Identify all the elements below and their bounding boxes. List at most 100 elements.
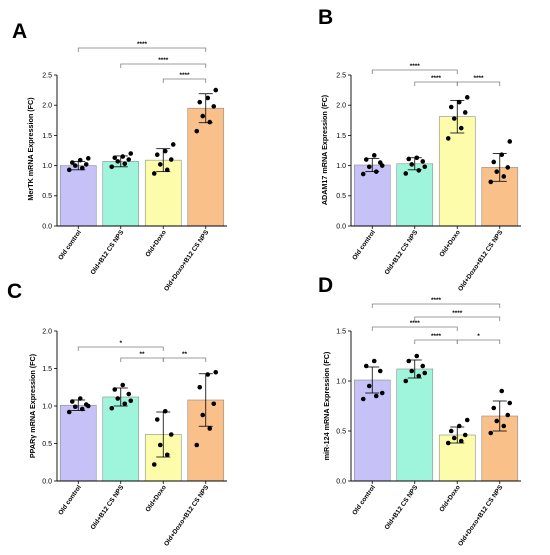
data-point [416, 168, 422, 173]
data-point [194, 442, 200, 448]
data-point [420, 159, 426, 164]
significance-bracket [456, 81, 501, 86]
panel-d-y-axis-title: miR-124 mRNA Expression (FC) [322, 351, 331, 460]
panel-a-y-axis-title: MerTK mRNA Expression (FC) [26, 97, 35, 201]
data-point [379, 163, 385, 168]
bar [438, 116, 476, 227]
data-point [154, 152, 160, 158]
data-point [83, 162, 89, 167]
data-point [120, 382, 126, 388]
data-point [79, 406, 85, 412]
data-point [128, 151, 134, 156]
y-tick-label: 1.5 [336, 133, 346, 140]
data-point [72, 404, 78, 410]
panel-c-letter: C [7, 280, 22, 303]
data-point [164, 167, 170, 173]
data-point [451, 116, 457, 121]
y-tick-label: 2.0 [42, 103, 52, 110]
data-point [458, 438, 464, 444]
data-point [157, 162, 163, 167]
significance-label: ** [139, 351, 145, 358]
data-point [109, 164, 115, 170]
y-tick-label: 1.5 [42, 366, 52, 373]
category-label: Old+Doxo+B12 CS NPS [163, 229, 211, 293]
significance-label: **** [158, 57, 169, 64]
panel-b-letter: B [318, 6, 333, 29]
data-point [456, 423, 462, 429]
data-point [205, 372, 211, 377]
data-point [445, 136, 451, 141]
y-tick-label: 1.0 [42, 403, 52, 410]
data-point [448, 428, 454, 434]
data-point [128, 398, 134, 404]
data-point [151, 462, 157, 467]
data-point [207, 426, 213, 431]
significance-label: **** [431, 333, 442, 340]
data-point [115, 159, 121, 164]
y-tick-label: 1.5 [336, 328, 346, 335]
panel-c-plot: 0.0 0.5 1.0 1.5 2.0 Old control Old+B12 CS NPS… [42, 328, 227, 548]
data-point [505, 412, 511, 418]
data-point [494, 169, 500, 174]
category-label: Old control [351, 229, 377, 262]
data-point [66, 409, 72, 415]
data-point [164, 452, 170, 458]
significance-label: **** [137, 41, 148, 48]
data-point [464, 95, 470, 100]
data-point [458, 125, 464, 131]
significance-bracket [120, 63, 207, 68]
bar [187, 107, 225, 227]
significance-bracket [371, 303, 501, 308]
y-tick-label: 0.0 [42, 478, 52, 485]
data-point [379, 390, 385, 396]
data-point [109, 405, 115, 411]
data-point [371, 358, 377, 364]
data-point [72, 163, 78, 168]
significance-bracket [77, 47, 207, 52]
data-point [115, 396, 121, 401]
y-tick-label: 0.5 [42, 193, 52, 200]
data-point [414, 353, 420, 359]
data-point [200, 113, 206, 119]
data-point [507, 139, 513, 144]
data-point [373, 169, 379, 174]
y-tick-label: 0.5 [336, 428, 346, 435]
data-point [422, 164, 428, 170]
data-point [77, 396, 83, 401]
bar [59, 165, 97, 227]
data-point [501, 174, 507, 179]
bar [353, 164, 391, 227]
data-point [499, 388, 505, 394]
category-label: Old+B12 CS NPS [90, 229, 126, 277]
y-tick-label: 0.0 [336, 478, 346, 485]
data-point [162, 148, 168, 154]
significance-label: **** [452, 310, 463, 317]
data-point [205, 95, 211, 101]
data-point [211, 401, 217, 407]
category-label: Old+B12 CS NPS [384, 484, 420, 532]
category-label: Old+Doxo [144, 229, 167, 258]
data-point [112, 155, 118, 161]
data-point [403, 171, 409, 176]
significance-label: ** [182, 351, 188, 358]
panel-b-plot: 0.0 0.5 1.0 1.5 2.0 2.5 Old control Old+B12 CS … [336, 63, 521, 293]
data-point [168, 157, 174, 162]
significance-bracket [371, 69, 458, 74]
panel-a-plot: 0.0 0.5 1.0 1.5 2.0 2.5 Old control Old+B12 CS … [42, 41, 227, 293]
data-point [151, 171, 157, 176]
data-point [494, 418, 500, 424]
data-point [377, 368, 383, 374]
data-point [85, 403, 91, 409]
category-label: Old+Doxo+B12 CS NPS [163, 484, 211, 548]
data-point [445, 440, 451, 446]
y-tick-label: 0.0 [336, 223, 346, 230]
significance-bracket [120, 357, 164, 362]
y-tick-label: 2.0 [336, 103, 346, 110]
category-label: Old+Doxo+B12 CS NPS [457, 229, 505, 293]
significance-bracket [414, 339, 458, 344]
panel-d-letter: D [318, 274, 333, 297]
data-point [406, 358, 412, 364]
data-point [409, 162, 415, 167]
category-label: Old+Doxo [144, 484, 167, 513]
y-tick-label: 1.0 [336, 163, 346, 170]
